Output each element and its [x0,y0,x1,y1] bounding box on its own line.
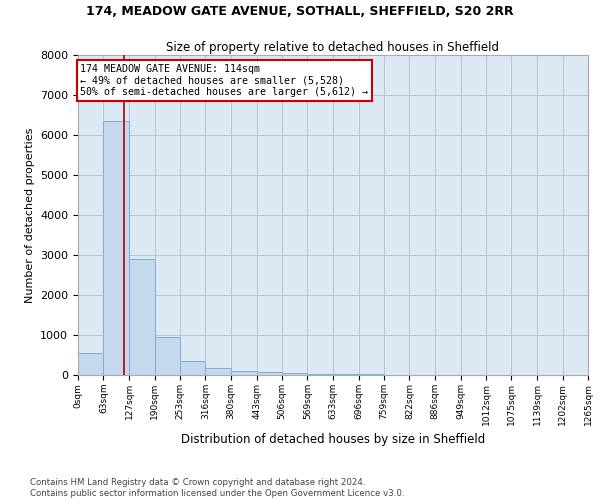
Bar [307,374,333,375]
Bar [78,353,103,375]
Bar [257,372,282,375]
Bar [129,259,155,375]
Bar [333,374,359,375]
Title: Size of property relative to detached houses in Sheffield: Size of property relative to detached ho… [167,41,499,54]
Text: 174 MEADOW GATE AVENUE: 114sqm
← 49% of detached houses are smaller (5,528)
50% : 174 MEADOW GATE AVENUE: 114sqm ← 49% of … [80,64,368,97]
Text: 174, MEADOW GATE AVENUE, SOTHALL, SHEFFIELD, S20 2RR: 174, MEADOW GATE AVENUE, SOTHALL, SHEFFI… [86,5,514,18]
Bar [103,121,129,375]
Y-axis label: Number of detached properties: Number of detached properties [25,128,35,302]
Bar [180,362,205,375]
Bar [205,368,231,375]
Bar [359,374,384,375]
Text: Contains HM Land Registry data © Crown copyright and database right 2024.
Contai: Contains HM Land Registry data © Crown c… [30,478,404,498]
Bar [231,371,257,375]
Bar [155,336,180,375]
Bar [282,373,307,375]
X-axis label: Distribution of detached houses by size in Sheffield: Distribution of detached houses by size … [181,433,485,446]
